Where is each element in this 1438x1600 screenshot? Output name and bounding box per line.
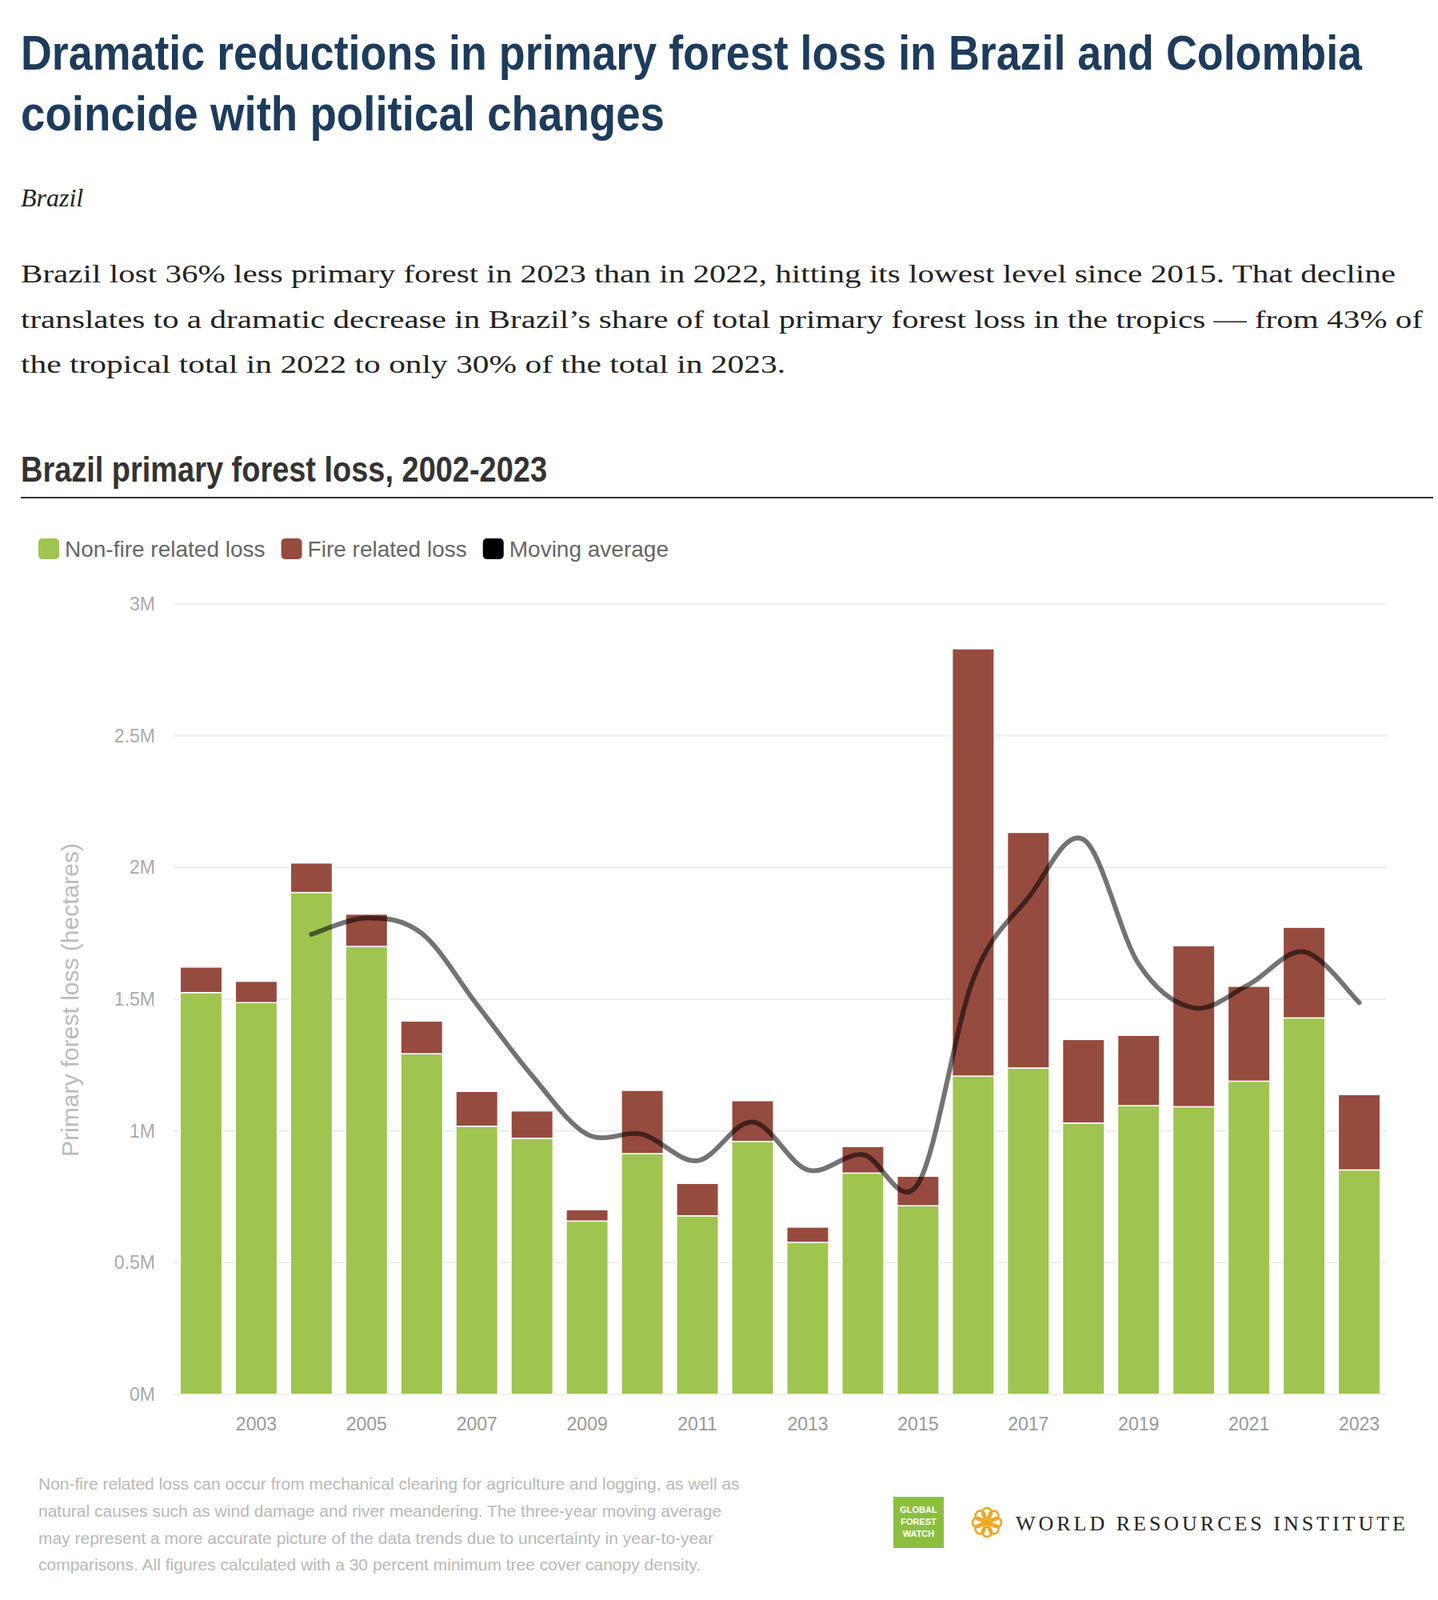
x-tick-label: 2003: [235, 1413, 277, 1435]
bar: [1338, 1169, 1380, 1395]
bar: [235, 1002, 277, 1395]
y-axis-label: Primary forest loss (hectares): [56, 842, 84, 1157]
description: the tropical total in 2022 to only 30% o…: [20, 349, 786, 379]
subtitle: Brazil: [20, 183, 84, 212]
bar: [1172, 945, 1215, 1107]
x-tick-label: 2013: [786, 1413, 828, 1435]
legend-swatch: [281, 538, 303, 560]
legend-swatch: [483, 538, 504, 560]
bar: [179, 992, 222, 1395]
title: coincide with political changes: [20, 85, 665, 141]
x-tick-label: 2017: [1007, 1413, 1049, 1435]
gfw-logo: [893, 1496, 944, 1548]
bar: [786, 1226, 829, 1243]
bar: [1118, 1105, 1160, 1395]
x-tick-label: 2007: [456, 1413, 498, 1435]
title: Dramatic reductions in primary forest lo…: [20, 24, 1363, 80]
grid-line: [173, 603, 1387, 605]
bar: [1062, 1038, 1105, 1123]
bar: [1338, 1094, 1380, 1170]
bar: [1282, 1017, 1325, 1395]
y-tick-label: 3M: [129, 593, 156, 615]
bar: [952, 1075, 995, 1395]
grid-line: [173, 734, 1387, 737]
bar: [1007, 832, 1050, 1068]
x-tick-label: 2005: [346, 1413, 388, 1435]
bar: [786, 1242, 829, 1395]
bar: [400, 1020, 443, 1054]
bar: [1227, 986, 1270, 1082]
bar: [455, 1126, 498, 1395]
x-tick-label: 2015: [897, 1413, 939, 1435]
bar: [290, 892, 332, 1395]
chart-title: Brazil primary forest loss, 2002-2023: [20, 449, 548, 489]
bar: [621, 1153, 664, 1395]
bar: [511, 1138, 553, 1395]
bar: [1172, 1106, 1215, 1395]
y-tick-label: 0M: [129, 1383, 156, 1405]
y-tick-label: 1.5M: [114, 988, 156, 1010]
wri-icon: [988, 1510, 999, 1521]
bar: [290, 862, 332, 893]
y-tick-label: 1M: [129, 1120, 156, 1142]
y-tick-label: 2M: [129, 856, 156, 878]
bar: [235, 981, 277, 1003]
y-tick-label: 0.5M: [114, 1251, 156, 1273]
bar: [566, 1209, 608, 1221]
bar: [676, 1182, 719, 1216]
source: WORLD RESOURCES INSTITUTE: [1015, 1511, 1406, 1535]
title-rule: [20, 496, 1434, 499]
bar: [1282, 926, 1325, 1018]
bar: [731, 1141, 774, 1395]
x-tick-label: 2023: [1338, 1413, 1380, 1435]
grid-line: [173, 866, 1387, 869]
legend-label: Non-fire related loss: [64, 536, 266, 562]
footnote: comparisons. All figures calculated with…: [38, 1554, 701, 1574]
bar: [1062, 1122, 1105, 1395]
bar: [676, 1215, 719, 1395]
legend-label: Moving average: [509, 536, 669, 562]
legend-label: Fire related loss: [307, 536, 468, 562]
bar: [952, 648, 995, 1076]
y-tick-label: 2.5M: [114, 725, 156, 747]
footnote: Non-fire related loss can occur from mec…: [38, 1473, 740, 1493]
description: translates to a dramatic decrease in Bra…: [20, 304, 1423, 334]
bar: [455, 1090, 498, 1126]
bar: [179, 966, 222, 993]
footnote: natural causes such as wind damage and r…: [38, 1501, 722, 1520]
bar: [1118, 1034, 1160, 1106]
bar: [1227, 1080, 1270, 1395]
gfw-logo-text: GLOBAL: [899, 1504, 938, 1514]
gfw-logo-text: WATCH: [902, 1528, 935, 1538]
moving-average-line: [311, 837, 1359, 1192]
bar: [400, 1053, 443, 1395]
footnote: may represent a more accurate picture of…: [38, 1528, 714, 1547]
x-tick-label: 2019: [1118, 1413, 1159, 1435]
x-tick-label: 2009: [567, 1413, 608, 1435]
x-tick-label: 2021: [1228, 1413, 1270, 1435]
bar: [511, 1110, 553, 1139]
chart-page: Dramatic reductions in primary forest lo…: [0, 0, 1438, 1600]
bar: [842, 1172, 884, 1395]
bar: [345, 946, 388, 1395]
plot-marks: [179, 648, 1380, 1395]
bar: [1007, 1067, 1050, 1395]
bar: [566, 1220, 608, 1395]
gfw-logo-text: FOREST: [900, 1516, 937, 1526]
bar: [897, 1205, 939, 1395]
x-tick-label: 2011: [677, 1413, 717, 1435]
wri-icon: [982, 1517, 991, 1526]
legend-swatch: [38, 538, 60, 560]
description: Brazil lost 36% less primary forest in 2…: [20, 259, 1396, 288]
